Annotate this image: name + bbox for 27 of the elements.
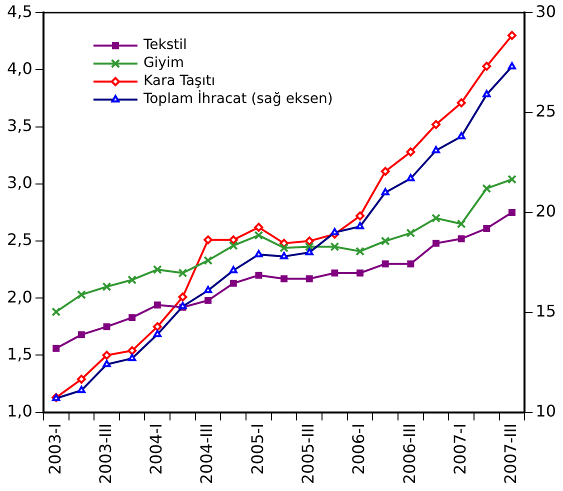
x-tick-label: 2006-III [400,423,419,484]
y-tick-label: 3,5 [6,116,32,135]
y2-tick-label: 15 [536,302,556,321]
y2-tick-label: 10 [536,402,556,421]
x-tick-label: 2003-III [96,423,115,484]
x-tick-label: 2006-I [349,423,368,475]
x-tick-label: 2007-III [501,423,520,484]
x-tick-label: 2004-III [197,423,216,484]
y-tick-label: 2,0 [6,287,32,306]
y2-tick-label: 25 [536,102,556,121]
y-tick-label: 4,5 [6,2,32,21]
x-tick-label: 2004-I [146,423,166,475]
y-tick-label: 2,5 [6,230,32,250]
y2-tick-label: 30 [536,2,556,21]
legend-label: Giyim [143,55,184,72]
legend-label: Toplam İhracat (sağ eksen) [142,90,333,108]
y-tick-label: 1,5 [6,344,32,364]
x-tick-label: 2007-I [450,423,470,475]
x-tick-label: 2005-I [248,423,267,475]
legend-label: Tekstil [142,37,187,54]
y-tick-label: 4,0 [6,58,32,78]
y-tick-label: 1,0 [6,402,32,421]
x-tick-label: 2003-I [45,423,64,475]
y-tick-label: 3,0 [6,173,32,192]
x-tick-label: 2005-III [298,423,318,484]
y2-tick-label: 20 [536,202,556,221]
legend-label: Kara Taşıtı [143,73,216,90]
